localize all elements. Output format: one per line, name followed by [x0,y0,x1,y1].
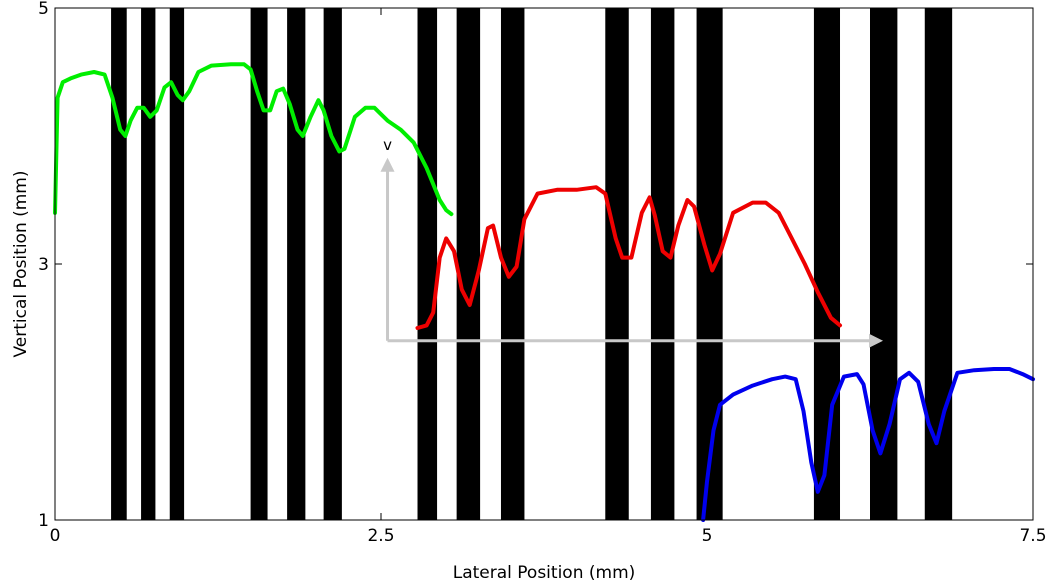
annotation-axes: vt [380,136,884,348]
series-line-1 [53,62,454,217]
y-tick-label: 3 [38,255,49,275]
t-axis-label: t [871,311,877,329]
x-tick-label: 7.5 [1019,526,1046,546]
t-axis-arrow-head [869,333,884,348]
stripe-bar-5 [287,8,306,520]
x-tick-label: 5 [702,526,713,546]
y-tick-label: 5 [38,0,49,19]
y-tick-label: 1 [38,511,49,531]
stripe-bar-8 [456,8,481,520]
v-axis-label: v [383,136,392,154]
stripe-bar-11 [650,8,675,520]
v-axis-arrow-head [380,157,395,172]
stripe-bar-6 [323,8,342,520]
stripe-bar-2 [141,8,156,520]
x-tick-label: 0 [50,526,61,546]
stripe-bar-1 [111,8,127,520]
x-axis-label: Lateral Position (mm) [453,563,636,583]
stripe-bar-3 [169,8,185,520]
axis-ticks: 0 2.5 5 7.5 1 3 5 [38,0,1046,546]
trajectory-lines [53,62,1035,522]
y-axis-label: Vertical Position (mm) [11,170,31,357]
stripe-bar-4 [250,8,268,520]
series-line-2 [415,185,842,330]
stripe-bar-7 [417,8,438,520]
series-line-3 [701,367,1035,522]
stripe-bar-10 [605,8,629,520]
x-tick-label: 2.5 [367,526,394,546]
stripe-bar-9 [500,8,525,520]
